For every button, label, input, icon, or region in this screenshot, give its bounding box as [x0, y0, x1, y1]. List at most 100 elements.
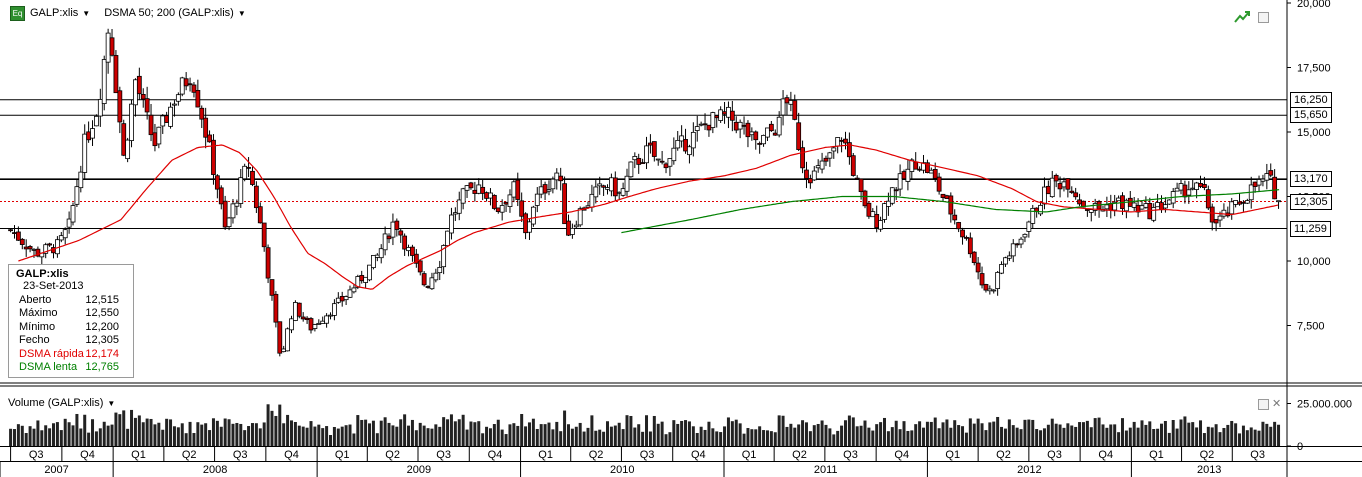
candle-body — [488, 192, 493, 199]
symbol-selector[interactable]: GALP:xlis — [30, 7, 79, 19]
candle-body — [1198, 183, 1203, 187]
volume-bar — [992, 421, 996, 446]
chevron-down-icon[interactable]: ▼ — [237, 8, 246, 18]
volume-bar — [539, 424, 543, 446]
volume-bar — [586, 427, 590, 446]
candle-body — [1045, 185, 1051, 195]
candle-body — [1077, 199, 1082, 205]
trend-icon[interactable] — [1234, 10, 1250, 24]
volume-bar — [1078, 422, 1082, 446]
volume-bar — [481, 433, 485, 446]
candle-body — [733, 121, 739, 131]
volume-bar — [555, 421, 559, 446]
candle-body — [1030, 207, 1036, 224]
candle-body — [1104, 204, 1110, 210]
candle-body — [1061, 181, 1067, 188]
volume-bar — [883, 417, 887, 446]
indicator-selector[interactable]: DSMA 50; 200 (GALP:xlis) — [104, 7, 234, 19]
candle-body — [441, 245, 447, 268]
candle-body — [1190, 187, 1196, 190]
volume-bar — [387, 422, 391, 446]
volume-bar — [9, 428, 13, 446]
volume-maximize-icon[interactable] — [1258, 399, 1269, 410]
volume-bar — [832, 434, 836, 446]
candle-body — [753, 131, 759, 141]
candle-body — [456, 199, 462, 214]
data-window-row: Mínimo 12,200 — [9, 321, 133, 334]
candle-body — [706, 124, 712, 131]
chevron-down-icon[interactable]: ▼ — [82, 8, 91, 18]
candle-body — [94, 115, 99, 127]
volume-title[interactable]: Volume (GALP:xlis) — [8, 397, 104, 409]
volume-bar — [44, 425, 48, 446]
candle-body — [125, 139, 131, 160]
volume-close-icon[interactable]: ✕ — [1272, 398, 1282, 410]
candle-body — [1268, 170, 1274, 176]
volume-bar — [953, 420, 957, 446]
volume-bar — [102, 421, 106, 446]
candle-body — [476, 184, 482, 194]
candle-body — [339, 295, 345, 302]
volume-bar — [1214, 424, 1218, 446]
candle-body — [616, 191, 622, 194]
candle-body — [86, 131, 92, 141]
volume-bar — [426, 428, 430, 446]
candle-body — [378, 248, 384, 259]
candle-body — [285, 328, 290, 352]
candle-body — [312, 324, 318, 329]
candle-body — [1065, 178, 1071, 190]
candle-body — [1241, 201, 1246, 204]
volume-bar — [902, 421, 906, 446]
volume-bar — [1035, 429, 1039, 446]
volume-bar — [578, 422, 582, 446]
volume-bar — [321, 428, 325, 446]
candle-body — [573, 224, 579, 228]
candle-body — [519, 200, 525, 217]
candle-body — [1088, 209, 1094, 213]
candle-body — [265, 247, 271, 279]
volume-bar — [516, 425, 520, 446]
volume-bar — [520, 413, 524, 446]
candle-body — [1166, 199, 1172, 205]
candle-body — [648, 142, 653, 146]
volume-bar — [48, 428, 52, 446]
volume-bar — [867, 427, 871, 446]
volume-bar — [512, 423, 516, 446]
candle-body — [179, 77, 185, 95]
candle-body — [82, 133, 88, 173]
volume-bar — [223, 418, 227, 446]
volume-bar — [430, 428, 434, 446]
candle-body — [687, 146, 692, 156]
price-tick-label: 15,000 — [1297, 127, 1331, 139]
maximize-icon[interactable] — [1258, 12, 1269, 23]
price-tag: 15,650 — [1290, 107, 1332, 124]
candle-body — [207, 134, 212, 143]
volume-bar — [1206, 426, 1210, 446]
volume-bar — [808, 431, 812, 446]
volume-bar — [250, 423, 254, 446]
candle-body — [772, 132, 778, 136]
volume-bar — [153, 424, 157, 446]
volume-bar — [840, 425, 844, 446]
volume-bar — [157, 422, 161, 446]
volume-bar — [566, 424, 570, 446]
quarter-label: Q2 — [996, 449, 1011, 461]
candle-body — [156, 126, 162, 145]
chevron-down-icon[interactable]: ▼ — [107, 398, 116, 408]
volume-bar — [524, 426, 528, 446]
volume-bar — [648, 431, 652, 446]
candle-body — [246, 166, 251, 169]
volume-bar — [118, 414, 122, 446]
volume-bar — [734, 419, 738, 446]
candle-body — [503, 202, 509, 205]
candle-body — [394, 220, 400, 230]
candle-body — [1042, 186, 1047, 205]
volume-bar — [91, 419, 95, 446]
candle-body — [1053, 174, 1059, 182]
candle-body — [35, 248, 41, 257]
candle-body — [527, 221, 532, 233]
volume-bar — [957, 425, 961, 446]
volume-bar — [325, 426, 329, 446]
candle-body — [355, 276, 361, 288]
